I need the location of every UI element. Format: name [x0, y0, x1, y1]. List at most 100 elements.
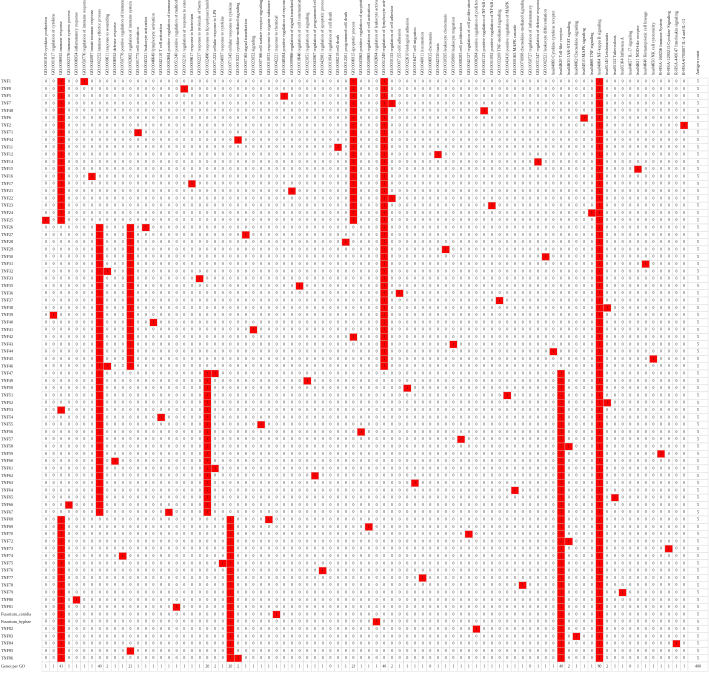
cell-value: 0: [468, 196, 470, 200]
cell-value: 0: [660, 80, 662, 84]
cell-value: 0: [660, 277, 662, 281]
cell-value: 0: [299, 138, 301, 142]
cell-value: 0: [283, 145, 285, 149]
cell-value: 0: [306, 196, 308, 200]
cell-value: 0: [260, 255, 262, 259]
cell-value: 0: [314, 138, 316, 142]
cell-value: 0: [160, 80, 162, 84]
cell-value: 0: [614, 262, 616, 266]
cell-value: 0: [506, 101, 508, 105]
cell-value: 0: [322, 80, 324, 84]
cell-value: 0: [476, 101, 478, 105]
cell-value: 0: [222, 87, 224, 91]
cell-value: 0: [491, 94, 493, 98]
cell-value: 0: [568, 247, 570, 251]
cell-value: 0: [214, 204, 216, 208]
cell-value: 0: [306, 262, 308, 266]
cell-value: 0: [76, 101, 78, 105]
cell-value: 0: [622, 196, 624, 200]
cell-value: 0: [337, 167, 339, 171]
cell-value: 0: [206, 160, 208, 164]
cell-value: 0: [499, 138, 501, 142]
cell-value: 0: [114, 87, 116, 91]
cell-value: 0: [460, 269, 462, 273]
cell-value: 0: [206, 255, 208, 259]
cell-value: 0: [622, 204, 624, 208]
cell-value: 0: [106, 196, 108, 200]
cell-value: 0: [91, 204, 93, 208]
cell-value: 0: [345, 138, 347, 142]
row-count: 5: [697, 246, 699, 251]
cell-value: 0: [276, 182, 278, 186]
cell-value: 0: [606, 211, 608, 215]
cell-value: 0: [391, 277, 393, 281]
cell-value: 1: [383, 94, 385, 98]
cell-value: 0: [629, 123, 631, 127]
cell-value: 0: [153, 255, 155, 259]
cell-value: 0: [137, 87, 139, 91]
cell-value: 0: [145, 211, 147, 215]
cell-value: 0: [560, 262, 562, 266]
column-header: GO:0001817 regulation of cytokine: [51, 13, 56, 75]
cell-value: 0: [422, 109, 424, 113]
row-count: 5: [697, 232, 699, 237]
cell-value: 0: [137, 174, 139, 178]
cell-value: 0: [145, 138, 147, 142]
cell-value: 0: [391, 211, 393, 215]
cell-value: 0: [106, 174, 108, 178]
cell-value: 0: [452, 101, 454, 105]
cell-value: 0: [399, 226, 401, 230]
cell-value: 0: [114, 153, 116, 157]
cell-value: 0: [406, 247, 408, 251]
cell-value: 0: [68, 262, 70, 266]
cell-value: 0: [245, 269, 247, 273]
cell-value: 0: [445, 189, 447, 193]
cell-value: 0: [145, 174, 147, 178]
cell-value: 0: [214, 109, 216, 113]
cell-value: 0: [614, 240, 616, 244]
cell-value: 0: [514, 269, 516, 273]
cell-value: 0: [499, 196, 501, 200]
cell-value: 0: [399, 167, 401, 171]
cell-value: 0: [668, 189, 670, 193]
column-header: GO:0051249 regulation of lymphocyte acti…: [381, 0, 386, 75]
cell-value: 0: [645, 153, 647, 157]
cell-value: 0: [322, 233, 324, 237]
cell-value: 0: [337, 116, 339, 120]
column-header: GO:0048584 positive regulation of respon…: [281, 0, 286, 75]
column-header: GO:0009611 response to wounding: [104, 13, 109, 75]
cell-value: 0: [529, 160, 531, 164]
column-header: GO:0019221 cytokine-mediated signaling: [235, 2, 240, 75]
cell-value: 0: [476, 182, 478, 186]
cell-value: 0: [260, 196, 262, 200]
cell-value: 0: [445, 138, 447, 142]
cell-value: 0: [122, 196, 124, 200]
cell-value: 0: [499, 94, 501, 98]
cell-value: 0: [91, 226, 93, 230]
cell-value: 0: [406, 240, 408, 244]
cell-value: 0: [260, 211, 262, 215]
cell-value: 0: [583, 109, 585, 113]
cell-value: 0: [114, 123, 116, 127]
cell-value: 0: [106, 131, 108, 135]
cell-value: 0: [560, 233, 562, 237]
cell-value: 0: [683, 160, 685, 164]
cell-value: 0: [406, 255, 408, 259]
cell-value: 0: [168, 123, 170, 127]
cell-value: 0: [391, 116, 393, 120]
cell-value: 0: [376, 80, 378, 84]
cell-value: 0: [637, 204, 639, 208]
cell-value: 0: [645, 277, 647, 281]
cell-value: 1: [99, 255, 101, 259]
cell-value: 0: [76, 277, 78, 281]
cell-value: 0: [314, 218, 316, 222]
cell-value: 0: [652, 182, 654, 186]
cell-value: 0: [145, 182, 147, 186]
cell-value: 0: [437, 284, 439, 288]
row-label: TNF8: [1, 86, 11, 91]
cell-value: 0: [176, 204, 178, 208]
cell-value: 0: [552, 233, 554, 237]
cell-value: 0: [360, 145, 362, 149]
cell-value: 0: [306, 94, 308, 98]
cell-value: 0: [322, 262, 324, 266]
